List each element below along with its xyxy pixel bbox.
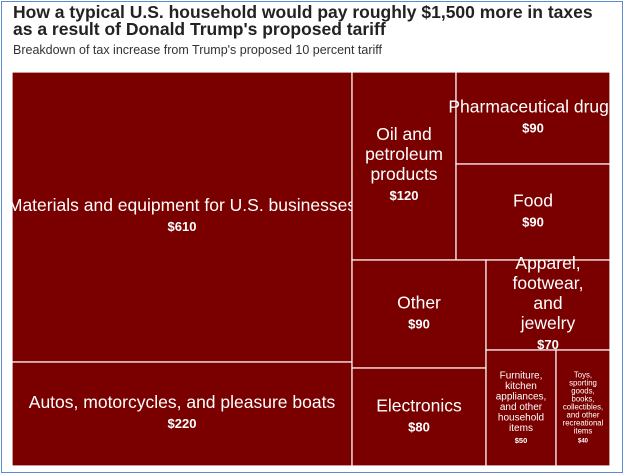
treemap-cell-label: Food [513,191,553,211]
treemap-cell-value: $90 [522,215,544,230]
treemap-cell: Pharmaceutical drugs $90 [448,71,618,165]
treemap-cell-label: Apparel, footwear, and jewelry [512,253,583,333]
treemap-cell-value: $50 [515,436,528,445]
treemap-cell-value: $90 [522,121,544,136]
treemap-cell: Food $90 [455,163,611,261]
treemap-cell-rect [351,259,487,369]
treemap-cell-rect [485,349,557,467]
treemap-cell-label: Furniture, kitchen appliances, and other hou… [496,371,547,435]
treemap-cell: Other $90 [351,259,487,369]
treemap-cell-rect [455,163,611,261]
treemap-cell: Materials and equipment for U.S. busines… [8,71,356,363]
treemap-cell-rect [485,259,611,351]
treemap-cell-label: Oil and petroleum products [365,124,443,184]
treemap-cell: Toys, sporting goods, books, collectibles, an… [555,349,611,467]
treemap-cell-rect [351,367,487,467]
treemap-cell-value: $120 [390,188,419,203]
treemap-cell-value: $90 [408,317,430,332]
treemap-cell-label: Pharmaceutical drugs [448,97,617,117]
treemap-cell-value: $70 [537,337,559,352]
treemap-cell: Autos, motorcycles, and pleasure boats $2… [11,361,353,467]
treemap-cell-rect [11,71,353,363]
treemap-cell-value: $220 [168,416,197,431]
treemap-cell-label: Other [397,293,441,313]
treemap-cell-rect [11,361,353,467]
treemap-cell-label: Electronics [376,396,462,416]
treemap-cell-label: Autos, motorcycles, and pleasure boats [29,392,336,412]
treemap-cell: Furniture, kitchen appliances, and other hou… [485,349,557,467]
treemap-cell-rect [555,349,611,467]
treemap-cell: Apparel, footwear, and jewelry $70 [485,253,611,352]
treemap-cell-label: Materials and equipment for U.S. busines… [8,195,356,215]
chart-subtitle: Breakdown of tax increase from Trump's p… [13,43,383,57]
chart-title: How a typical U.S. household would pay r… [13,2,593,39]
treemap-cell: Electronics $80 [351,367,487,467]
treemap-cell-value: $610 [168,219,197,234]
treemap-cell-value: $80 [408,420,430,435]
treemap-cell-rect [455,71,611,165]
treemap-cell: Oil and petroleum products $120 [351,71,457,261]
treemap-cell-label: Toys, sporting goods, books, collectibles, an… [563,371,604,436]
treemap-cell-value: $40 [578,439,589,445]
